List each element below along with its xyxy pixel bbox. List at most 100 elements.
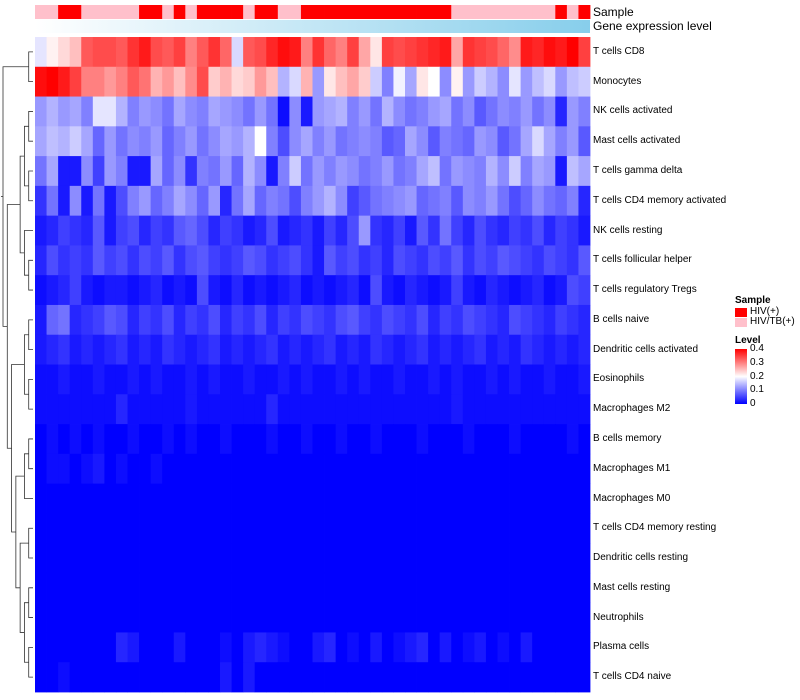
- heatmap-cell: [428, 156, 441, 187]
- heatmap-cell: [578, 543, 591, 574]
- heatmap-cell: [208, 364, 221, 395]
- heatmap-cell: [428, 275, 441, 306]
- heatmap-cell: [335, 66, 348, 97]
- heatmap-cell: [115, 602, 128, 633]
- heatmap-cell: [393, 156, 406, 187]
- heatmap-cell: [428, 304, 441, 336]
- heatmap-cell: [312, 96, 325, 127]
- heatmap-cell: [185, 543, 198, 574]
- heatmap-cell: [46, 245, 59, 276]
- heatmap-cell: [324, 185, 337, 217]
- heatmap-cell: [266, 424, 279, 455]
- heatmap-cell: [451, 602, 464, 633]
- heatmap-cell: [266, 543, 279, 574]
- heatmap-cell: [266, 66, 279, 97]
- heatmap-cell: [115, 275, 128, 306]
- heatmap-cell: [266, 602, 279, 633]
- heatmap-cell: [532, 364, 545, 395]
- heatmap-cell: [381, 215, 394, 246]
- heatmap-cell: [358, 513, 371, 544]
- heatmap-cell: [555, 572, 568, 604]
- dendrogram-branch: [28, 259, 33, 291]
- heatmap-cell: [370, 245, 383, 276]
- heatmap-cell: [196, 66, 209, 97]
- heatmap-cell: [485, 632, 498, 663]
- heatmap-cell: [370, 156, 383, 187]
- heatmap-cell: [92, 662, 105, 693]
- heatmap-cell: [173, 662, 186, 693]
- heatmap-cell: [69, 96, 82, 127]
- heatmap-cell: [497, 602, 510, 633]
- heatmap-cell: [243, 394, 256, 425]
- heatmap-cell: [46, 156, 59, 187]
- heatmap-cell: [566, 632, 579, 663]
- heatmap-cell: [208, 126, 221, 157]
- heatmap-cell: [139, 126, 152, 157]
- heatmap-cell: [92, 66, 105, 97]
- heatmap-cell: [555, 304, 568, 336]
- heatmap-cell: [81, 453, 94, 484]
- heatmap-cell: [243, 96, 256, 127]
- heatmap-cell: [370, 185, 383, 217]
- heatmap-cell: [381, 662, 394, 693]
- heatmap-cell: [92, 185, 105, 217]
- heatmap-cell: [254, 37, 267, 68]
- heatmap-cell: [92, 543, 105, 574]
- heatmap-cell: [231, 662, 244, 693]
- heatmap-cell: [520, 245, 533, 276]
- heatmap-cell: [393, 572, 406, 604]
- heatmap-cell: [335, 394, 348, 425]
- heatmap-cell: [555, 126, 568, 157]
- heatmap-cell: [139, 156, 152, 187]
- heatmap-cell: [266, 215, 279, 246]
- heatmap-cell: [439, 602, 452, 633]
- heatmap-cell: [393, 453, 406, 484]
- heatmap-cell: [300, 543, 313, 574]
- heatmap-cell: [543, 513, 556, 544]
- heatmap-cell: [46, 543, 59, 574]
- heatmap-cell: [543, 453, 556, 484]
- row-label: B cells naive: [593, 313, 650, 325]
- heatmap-cell: [196, 185, 209, 217]
- heatmap-cell: [208, 215, 221, 246]
- heatmap-cell: [185, 394, 198, 425]
- heatmap-cell: [277, 66, 290, 97]
- heatmap-cell: [266, 394, 279, 425]
- heatmap-cell: [220, 632, 232, 663]
- heatmap-cell: [439, 245, 452, 276]
- heatmap-cell: [173, 156, 186, 187]
- heatmap-cell: [35, 304, 47, 336]
- heatmap-cell: [358, 453, 371, 484]
- heatmap-cell: [277, 632, 290, 663]
- heatmap-cell: [162, 424, 175, 455]
- heatmap-cell: [451, 156, 464, 187]
- heatmap-cell: [115, 215, 128, 246]
- heatmap-cell: [474, 572, 487, 604]
- heatmap-cell: [208, 185, 221, 217]
- heatmap-cell: [81, 632, 94, 663]
- heatmap-cell: [208, 483, 221, 514]
- heatmap-cell: [58, 394, 71, 425]
- sample-annotation-cell: [115, 5, 128, 19]
- heatmap-cell: [324, 96, 337, 127]
- heatmap-cell: [196, 215, 209, 246]
- heatmap-cell: [566, 572, 579, 604]
- heatmap-cell: [220, 66, 232, 97]
- heatmap-cell: [139, 602, 152, 633]
- heatmap-cell: [474, 304, 487, 336]
- heatmap-cell: [520, 185, 533, 217]
- heatmap-cell: [127, 662, 140, 693]
- heatmap-cell: [277, 662, 290, 693]
- heatmap-cell: [416, 394, 429, 425]
- heatmap-cell: [393, 394, 406, 425]
- heatmap-cell: [69, 215, 82, 246]
- heatmap-cell: [104, 275, 117, 306]
- heatmap-cell: [439, 334, 452, 365]
- heatmap-cell: [381, 66, 394, 97]
- heatmap-cell: [543, 334, 556, 365]
- heatmap-cell: [485, 453, 498, 484]
- level-legend: Level: [735, 335, 761, 347]
- row-label: Neutrophils: [593, 611, 644, 623]
- dendrogram-branch: [28, 527, 33, 559]
- heatmap-cell: [347, 245, 360, 276]
